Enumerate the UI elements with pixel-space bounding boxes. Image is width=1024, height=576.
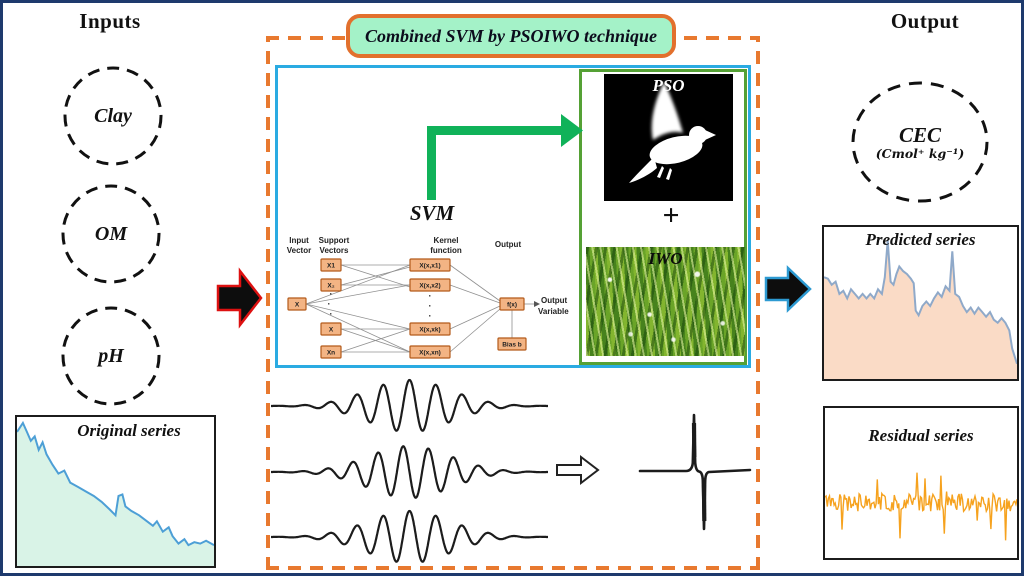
output-variable-l1: Output (541, 296, 568, 305)
technique-header: Combined SVM by PSOIWO technique (346, 14, 676, 58)
iwo-label: IWO (648, 249, 683, 268)
output-variable-l2: Variable (538, 307, 569, 316)
predicted-series-title: Predicted series (865, 230, 976, 249)
node-k2: X(x,x2) (419, 283, 440, 290)
col-support-l2: Vectors (320, 246, 349, 255)
technique-header-label: Combined SVM by PSOIWO technique (364, 25, 658, 46)
node-fx: f(x) (507, 302, 517, 309)
dashed-circle-icon (61, 184, 161, 284)
cec-unit: (Cmol⁺ kg⁻¹) (875, 145, 965, 161)
dashed-ellipse-icon (851, 81, 989, 203)
svg-text:·: · (330, 309, 333, 319)
residual-series-plot (824, 472, 1018, 541)
col-input-l2: Vector (287, 246, 311, 255)
flow-arrow-left-icon (216, 267, 263, 329)
col-input-l1: Input (289, 236, 309, 245)
svg-text:·: · (328, 299, 331, 309)
residual-series-chart: Residual series (823, 406, 1019, 560)
svg-text:·: · (429, 311, 432, 321)
node-bias: Bias b (502, 342, 522, 349)
flow-arrow-right-icon (764, 265, 812, 313)
input-node-clay: Clay (60, 63, 166, 169)
node-svn: Xn (327, 350, 335, 357)
wavelet-signal-2 (271, 445, 548, 499)
node-input-x: X (295, 302, 300, 309)
original-series-plot (16, 420, 215, 566)
dove-icon (629, 82, 716, 183)
svg-text:·: · (429, 291, 432, 301)
input-node-ph: pH (58, 303, 164, 409)
predicted-series-chart: Predicted series (822, 225, 1019, 381)
wavelet-signal-1 (271, 378, 548, 432)
col-kernel-l1: Kernel (434, 236, 459, 245)
node-sv1: X1 (327, 263, 335, 270)
inputs-title: Inputs (79, 9, 141, 33)
col-support-l1: Support (319, 236, 350, 245)
residual-series-title: Residual series (868, 426, 974, 445)
node-kk: X(x,xk) (419, 327, 440, 334)
input-node-label: OM (94, 222, 128, 245)
col-kernel-l2: function (430, 246, 462, 255)
dashed-circle-icon (61, 306, 161, 406)
iwo-image: IWO (586, 247, 745, 356)
svm-network-diagram: Input Vector Support Vectors Kernel func… (287, 236, 569, 359)
original-series-title: Original series (77, 421, 181, 440)
output-node-cec: CEC (Cmol⁺ kg⁻¹) (849, 79, 991, 205)
dashed-circle-icon (63, 66, 163, 166)
wavelet-signal-3 (271, 509, 548, 563)
node-sv2: X₂ (327, 283, 334, 290)
input-node-label: pH (98, 344, 124, 367)
spike-signal (638, 413, 752, 531)
col-output: Output (495, 240, 522, 249)
svm-title: SVM (409, 201, 455, 225)
green-flow-arrow-icon (427, 114, 583, 200)
hollow-arrow-icon (556, 454, 600, 486)
node-kn: X(x,xn) (419, 350, 441, 357)
input-node-label: Clay (94, 104, 132, 127)
input-node-om: OM (58, 181, 164, 287)
plus-sign: + (662, 199, 680, 232)
svg-text:·: · (429, 301, 432, 311)
predicted-series-plot (823, 240, 1018, 379)
cec-label: CEC (898, 122, 942, 147)
output-title: Output (890, 9, 960, 33)
node-k1: X(x,x1) (419, 263, 440, 270)
svg-text:·: · (330, 289, 333, 299)
node-svk: X (329, 327, 334, 334)
original-series-chart: Original series (15, 415, 216, 568)
pso-image: PSO (604, 74, 733, 201)
pso-label: PSO (652, 76, 685, 95)
